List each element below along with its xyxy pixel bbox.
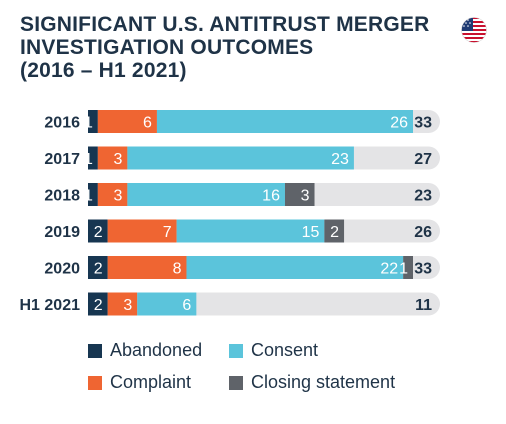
- data-label-closing-statement: 3: [301, 188, 310, 205]
- data-label-abandoned: 2: [94, 261, 103, 278]
- legend-swatch-consent: [229, 343, 243, 358]
- data-label-complaint: 3: [123, 297, 132, 314]
- bar-segment-complaint: [107, 256, 187, 279]
- total-label: 26: [414, 224, 432, 241]
- data-label-complaint: 8: [173, 261, 182, 278]
- bar-segment-complaint: [97, 183, 128, 206]
- legend-item-complaint: Complaint: [88, 372, 191, 393]
- legend-label-complaint: Complaint: [110, 372, 192, 392]
- total-label: 23: [414, 188, 432, 205]
- legend-item-closing-statement: Closing statement: [229, 372, 395, 393]
- bar-segment-consent: [156, 110, 413, 133]
- bar-segment-complaint: [97, 146, 128, 170]
- data-label-abandoned: 1: [84, 188, 93, 205]
- total-label: 33: [414, 115, 432, 132]
- bar-segment-abandoned: [88, 110, 98, 133]
- data-label-complaint: 3: [113, 151, 122, 168]
- title-line-3: (2016 – H1 2021): [20, 59, 187, 82]
- legend-label-closing-statement: Closing statement: [251, 372, 396, 392]
- bar-segment-consent: [127, 183, 285, 206]
- data-label-complaint: 3: [113, 188, 122, 205]
- title-line-2: INVESTIGATION OUTCOMES: [20, 36, 314, 59]
- legend-label-abandoned: Abandoned: [110, 340, 203, 360]
- category-label: 2017: [44, 151, 80, 168]
- category-label: 2019: [44, 224, 80, 241]
- data-label-abandoned: 1: [84, 115, 93, 132]
- data-label-abandoned: 1: [84, 151, 93, 168]
- bar-segment-consent: [186, 256, 404, 279]
- category-label: H1 2021: [20, 297, 81, 314]
- bar-segment-complaint: [97, 110, 157, 133]
- title-line-1: SIGNIFICANT U.S. ANTITRUST MERGER: [20, 13, 430, 36]
- data-label-consent: 23: [331, 151, 349, 168]
- category-label: 2016: [44, 115, 80, 132]
- data-label-consent: 6: [182, 297, 191, 314]
- bar-segment-abandoned: [88, 183, 98, 206]
- data-label-consent: 16: [262, 188, 280, 205]
- data-label-consent: 15: [302, 224, 320, 241]
- bar-segment-abandoned: [88, 292, 108, 316]
- bar-segment-abandoned: [88, 219, 108, 243]
- bar-segment-consent: [137, 292, 197, 316]
- bar-segment-consent: [176, 219, 325, 243]
- legend-swatch-abandoned: [88, 343, 102, 358]
- data-label-abandoned: 2: [94, 224, 103, 241]
- legend-swatch-complaint: [88, 375, 102, 390]
- bar-segment-closing-statement: [324, 219, 345, 243]
- legend-label-consent: Consent: [251, 340, 319, 360]
- legend-swatch-closing-statement: [229, 375, 243, 390]
- total-label: 11: [415, 297, 432, 314]
- bar-segment-complaint: [107, 292, 138, 316]
- us-flag-icon: [461, 17, 487, 43]
- data-label-abandoned: 2: [94, 297, 103, 314]
- data-label-closing-statement: 2: [330, 224, 339, 241]
- data-label-closing-statement: 1: [399, 261, 408, 278]
- total-label: 27: [414, 151, 432, 168]
- legend-item-consent: Consent: [229, 340, 318, 361]
- bar-segment-closing-statement: [284, 183, 315, 206]
- legend-item-abandoned: Abandoned: [88, 340, 202, 361]
- total-label: 33: [414, 261, 432, 278]
- data-label-complaint: 6: [143, 115, 152, 132]
- data-label-complaint: 7: [163, 224, 172, 241]
- data-label-consent: 22: [380, 261, 398, 278]
- bar-segment-consent: [127, 146, 354, 170]
- category-label: 2018: [44, 188, 80, 205]
- category-label: 2020: [44, 261, 80, 278]
- bar-segment-complaint: [107, 219, 177, 243]
- data-label-consent: 26: [390, 115, 408, 132]
- chart-title: SIGNIFICANT U.S. ANTITRUST MERGER INVEST…: [20, 13, 450, 82]
- bar-segment-abandoned: [88, 256, 108, 279]
- bar-segment-closing-statement: [403, 256, 413, 279]
- bar-segment-abandoned: [88, 146, 98, 170]
